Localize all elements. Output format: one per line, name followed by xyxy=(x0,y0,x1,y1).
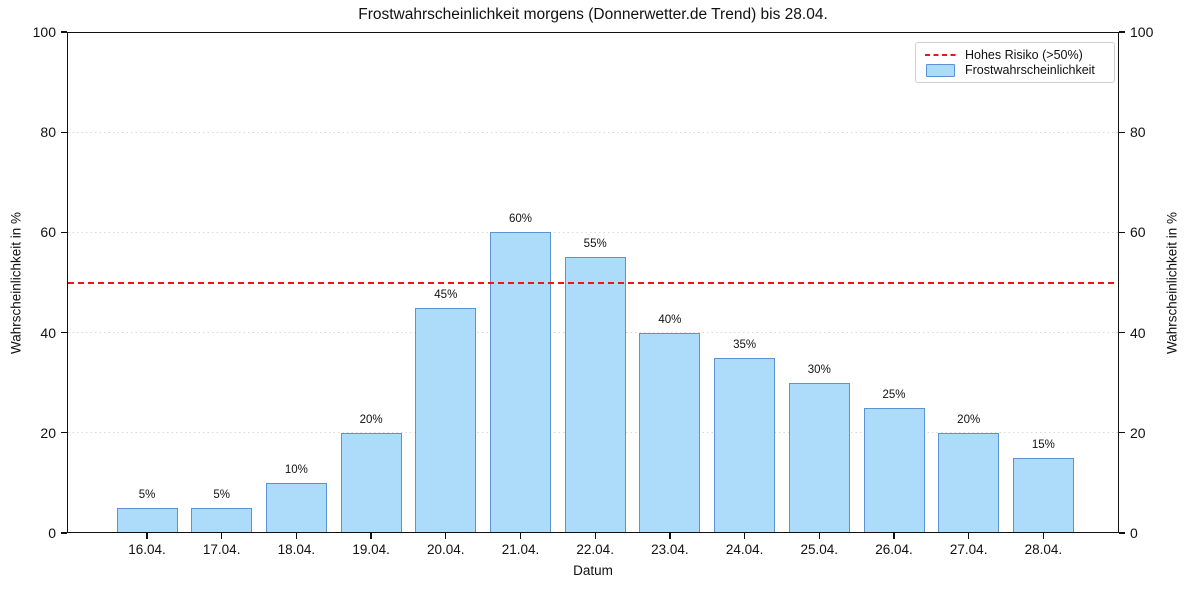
bar-2504 xyxy=(788,382,850,533)
x-tick-2604 xyxy=(893,533,895,539)
bar-value-label-2204: 55% xyxy=(583,238,607,251)
bar-value-label-2404: 35% xyxy=(733,338,757,351)
bar-1904 xyxy=(340,432,402,533)
x-tick-label-2204: 22.04. xyxy=(576,542,614,557)
y-tick-label-left-40: 40 xyxy=(40,324,56,341)
bar-1604 xyxy=(116,507,178,533)
x-tick-label-2604: 26.04. xyxy=(875,542,913,557)
bar-value-label-2104: 60% xyxy=(508,213,533,226)
y-tick-label-left-0: 0 xyxy=(48,525,56,541)
chart-title: Frostwahrscheinlichkeit morgens (Donnerw… xyxy=(358,6,828,23)
bar-2004 xyxy=(415,307,477,533)
legend-dash-swatch xyxy=(925,53,956,56)
y-tick-left-80 xyxy=(61,131,67,133)
bar-2604 xyxy=(863,407,925,534)
legend-label-0: Hohes Risiko (>50%) xyxy=(965,47,1083,62)
bar-2704 xyxy=(938,432,1000,533)
y-tick-label-right-100: 100 xyxy=(1130,24,1154,40)
y-tick-left-60 xyxy=(61,231,67,234)
y-tick-label-left-60: 60 xyxy=(40,224,56,241)
y-tick-right-0 xyxy=(1119,532,1125,534)
x-tick-1904 xyxy=(370,533,372,539)
x-tick-2404 xyxy=(743,533,746,539)
bar-value-label-1804: 10% xyxy=(284,463,308,476)
x-tick-label-1604: 16.04. xyxy=(128,542,166,557)
y-tick-left-20 xyxy=(61,432,67,434)
x-tick-label-1704: 17.04. xyxy=(202,542,241,557)
bar-value-label-1904: 20% xyxy=(359,413,383,426)
x-tick-label-2804: 28.04. xyxy=(1024,542,1063,557)
bar-value-label-2004: 45% xyxy=(434,288,458,301)
y-tick-label-right-60: 60 xyxy=(1130,224,1146,241)
x-tick-label-2704: 27.04. xyxy=(949,542,988,557)
gridline-60 xyxy=(68,231,1118,233)
x-tick-2704 xyxy=(968,533,970,539)
x-tick-label-2404: 24.04. xyxy=(725,542,764,557)
y-tick-left-0 xyxy=(61,532,67,534)
bar-value-label-2304: 40% xyxy=(658,313,682,326)
bar-value-label-1604: 5% xyxy=(138,488,156,501)
bar-value-label-1704: 5% xyxy=(213,488,230,501)
y-tick-label-right-40: 40 xyxy=(1130,324,1146,341)
y-tick-left-40 xyxy=(61,331,67,334)
legend-item-0: Hohes Risiko (>50%) xyxy=(925,48,1105,62)
y-tick-left-100 xyxy=(61,31,67,33)
y-tick-right-100 xyxy=(1119,31,1125,33)
y-tick-label-right-0: 0 xyxy=(1130,525,1138,541)
bar-2804 xyxy=(1012,457,1074,533)
legend-item-1: Frostwahrscheinlichkeit xyxy=(925,63,1105,77)
y-tick-right-80 xyxy=(1119,131,1125,133)
x-tick-label-2304: 23.04. xyxy=(651,542,689,557)
y-tick-right-60 xyxy=(1119,231,1125,234)
x-tick-1604 xyxy=(146,533,148,539)
bar-value-label-2604: 25% xyxy=(882,388,906,401)
risk-threshold-line xyxy=(68,281,1118,284)
bar-value-label-2704: 20% xyxy=(957,413,981,426)
x-tick-1704 xyxy=(221,533,223,539)
x-tick-label-2004: 20.04. xyxy=(427,542,465,557)
x-tick-2304 xyxy=(669,533,671,539)
legend-patch-swatch xyxy=(926,63,955,77)
gridline-80 xyxy=(68,131,1118,133)
y-tick-right-20 xyxy=(1119,432,1125,434)
bar-value-label-2504: 30% xyxy=(807,363,831,376)
y-tick-label-right-20: 20 xyxy=(1130,424,1146,441)
y-tick-label-left-80: 80 xyxy=(40,124,56,141)
bar-2104 xyxy=(490,232,551,533)
x-axis-label: Datum xyxy=(573,563,613,578)
y-tick-label-right-80: 80 xyxy=(1130,124,1146,141)
dashed-line-swatch-icon xyxy=(925,53,956,56)
bar-2304 xyxy=(639,332,701,533)
x-tick-label-2104: 21.04. xyxy=(501,542,540,557)
x-tick-label-1804: 18.04. xyxy=(277,542,316,557)
x-tick-2204 xyxy=(594,533,596,539)
bar-2204 xyxy=(564,257,626,533)
legend-label-1: Frostwahrscheinlichkeit xyxy=(965,63,1095,78)
x-tick-label-1904: 19.04. xyxy=(352,542,390,557)
bar-value-label-2804: 15% xyxy=(1031,438,1055,451)
x-tick-2804 xyxy=(1042,533,1045,539)
legend: Hohes Risiko (>50%) Frostwahrscheinlichke… xyxy=(915,42,1115,83)
x-tick-2504 xyxy=(818,533,820,539)
x-tick-2104 xyxy=(519,533,522,539)
bar-2404 xyxy=(714,357,776,533)
y-tick-label-left-20: 20 xyxy=(40,424,56,441)
x-tick-1804 xyxy=(295,533,298,539)
y-tick-right-40 xyxy=(1119,331,1125,334)
x-tick-2004 xyxy=(445,533,447,539)
bar-1804 xyxy=(265,482,327,533)
x-tick-label-2504: 25.04. xyxy=(800,542,839,557)
bar-patch-swatch-icon xyxy=(925,63,956,77)
y-tick-label-left-100: 100 xyxy=(32,24,56,40)
bar-1704 xyxy=(191,507,253,533)
